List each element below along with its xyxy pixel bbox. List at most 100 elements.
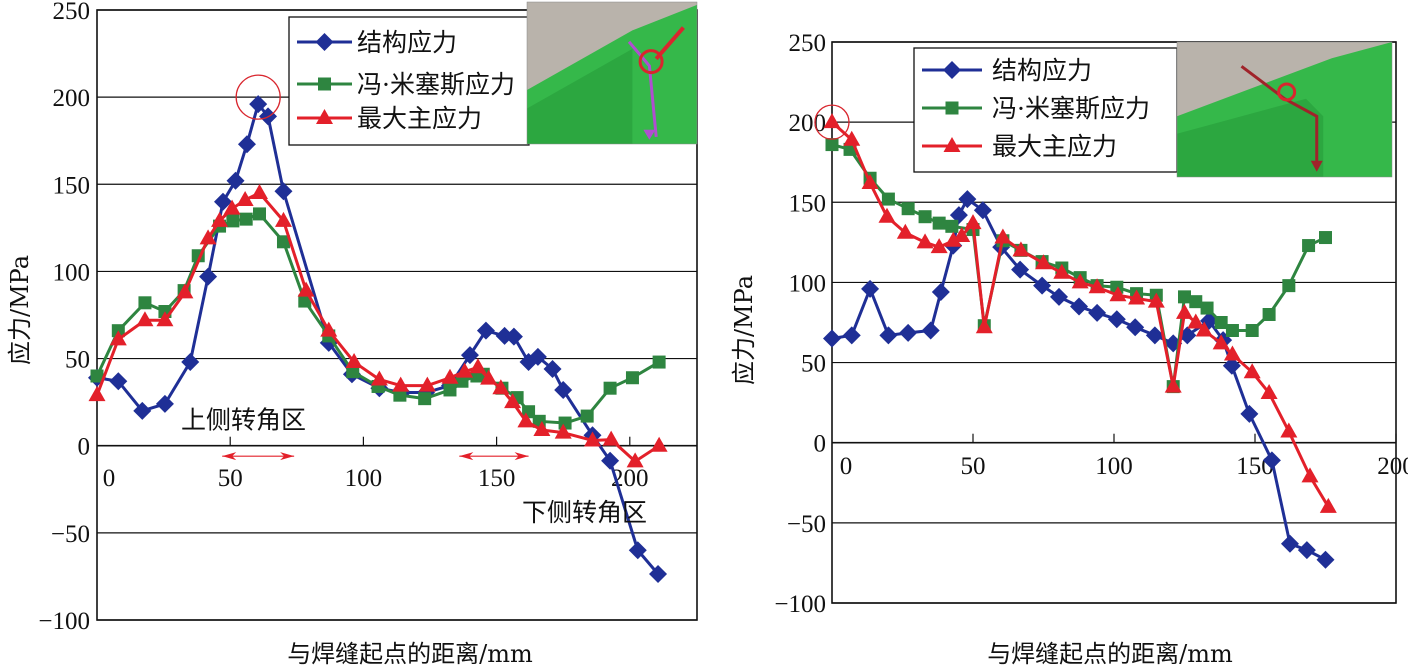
legend-item: 最大主应力	[922, 132, 1117, 161]
data-point-diamond	[931, 283, 950, 302]
y-tick-label: −100	[774, 591, 826, 618]
highlight-circle	[235, 74, 281, 120]
data-point-triangle	[1035, 254, 1052, 270]
x-tick-label: 100	[345, 465, 383, 492]
data-point-triangle	[441, 368, 459, 384]
data-point-square	[652, 355, 666, 369]
arrow-head-icon	[1310, 160, 1323, 172]
data-point-diamond	[274, 182, 293, 201]
data-point-triangle	[297, 281, 315, 297]
data-point-triangle	[1280, 422, 1298, 438]
data-point-diamond	[226, 171, 245, 190]
data-point-diamond	[1262, 451, 1281, 470]
x-tick-label: 0	[840, 453, 853, 480]
series-structural	[823, 190, 1335, 569]
data-point-triangle	[274, 211, 292, 227]
arrow-head-right	[514, 452, 529, 461]
data-point-square	[1214, 316, 1228, 329]
data-point-diamond	[214, 192, 233, 211]
data-point-diamond	[628, 541, 647, 560]
x-tick-label: 150	[478, 465, 516, 492]
data-point-diamond	[460, 346, 479, 365]
weld-start-circle	[1277, 82, 1297, 102]
data-point-triangle	[223, 199, 241, 215]
data-point-triangle	[843, 130, 861, 146]
double-arrow-icon	[459, 452, 529, 461]
y-tick-label: 100	[53, 259, 91, 286]
data-point-square	[932, 216, 946, 230]
data-point-triangle	[370, 370, 388, 386]
data-point-diamond	[1070, 297, 1089, 316]
data-point-square	[1189, 295, 1203, 309]
inset-photo	[1176, 41, 1393, 178]
arrow-head-right	[280, 452, 295, 461]
legend-item: 结构应力	[297, 28, 457, 57]
y-tick-label: 0	[78, 434, 91, 461]
data-point-triangle	[418, 376, 436, 392]
data-point-triangle	[109, 330, 127, 346]
data-point-diamond	[649, 564, 668, 583]
data-point-diamond	[823, 329, 841, 348]
legend-marker-triangle	[943, 137, 961, 152]
legend-label: 最大主应力	[992, 132, 1117, 161]
series-von_mises	[90, 207, 666, 430]
legend-marker-square	[945, 101, 959, 115]
series-max_principal	[823, 113, 1337, 513]
data-point-diamond	[842, 326, 861, 345]
red-pointer-arrow	[654, 26, 685, 61]
y-tick-label: 200	[53, 85, 91, 112]
data-point-diamond	[601, 451, 620, 470]
data-point-triangle	[1212, 334, 1230, 350]
data-point-triangle	[517, 412, 535, 428]
data-point-triangle	[953, 226, 971, 242]
photo-border	[1176, 41, 1393, 178]
data-point-triangle	[1147, 292, 1165, 308]
legend-label: 结构应力	[992, 56, 1092, 85]
arrow-head-icon	[643, 129, 656, 140]
data-point-diamond	[237, 135, 256, 154]
data-point-diamond	[554, 380, 573, 399]
data-point-square	[825, 138, 839, 152]
data-point-triangle	[1223, 345, 1241, 361]
weld-start-circle	[638, 49, 664, 75]
region-label: 上侧转角区	[181, 406, 306, 435]
data-point-square	[346, 365, 360, 379]
data-point-square	[455, 374, 469, 388]
y-tick-label: 250	[53, 0, 91, 25]
data-point-triangle	[554, 423, 572, 439]
data-point-square	[945, 219, 959, 233]
data-point-triangle	[1176, 303, 1193, 319]
data-point-diamond	[1050, 287, 1069, 306]
data-point-triangle	[964, 214, 982, 230]
series-line	[831, 121, 1330, 508]
data-point-triangle	[469, 358, 487, 374]
data-point-square	[901, 202, 915, 216]
data-point-triangle	[602, 430, 620, 446]
data-point-triangle	[916, 233, 934, 249]
data-point-diamond	[1126, 318, 1145, 337]
chart-right: 250200150100500−50−100050100150200与焊缝起点的…	[730, 30, 1408, 668]
data-point-square	[625, 371, 639, 385]
data-point-triangle	[650, 436, 668, 452]
data-point-diamond	[133, 401, 152, 420]
region-label: 下侧转角区	[522, 498, 647, 527]
data-point-diamond	[1316, 550, 1335, 569]
photo-green-face	[527, 48, 633, 144]
data-point-triangle	[320, 321, 338, 337]
data-point-square	[276, 235, 290, 249]
data-point-square	[1178, 290, 1191, 304]
inset-photo	[526, 1, 698, 145]
data-point-triangle	[1319, 497, 1337, 513]
arrow-head-left	[459, 452, 474, 461]
x-axis-title: 与焊缝起点的距离/mm	[987, 640, 1233, 668]
x-tick-label: 50	[961, 453, 986, 480]
y-axis-title: 应力/MPa	[6, 255, 34, 365]
data-point-diamond	[899, 323, 918, 342]
data-point-triangle	[1301, 467, 1319, 483]
data-point-diamond	[879, 326, 898, 345]
y-tick-label: 0	[814, 431, 827, 458]
data-point-triangle	[878, 207, 896, 223]
data-point-triangle	[456, 362, 474, 378]
